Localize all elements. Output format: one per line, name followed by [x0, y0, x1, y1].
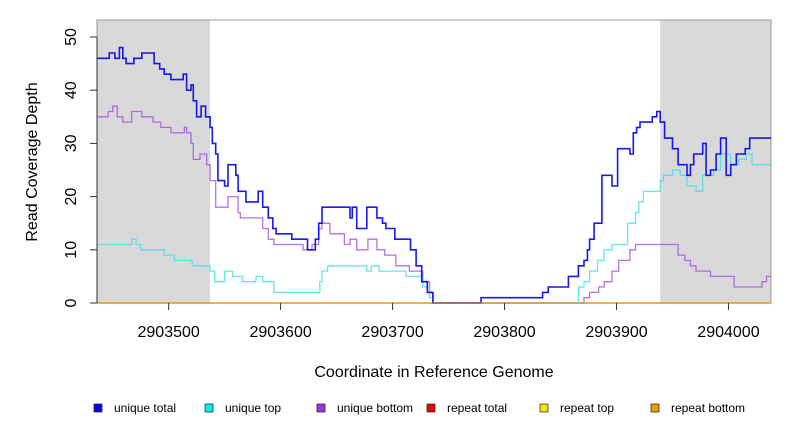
y-tick-label: 10	[63, 241, 80, 259]
x-tick-label: 2903600	[249, 324, 311, 341]
series-layer	[97, 46, 771, 304]
legend-swatch	[426, 403, 436, 413]
y-tick-label: 30	[63, 134, 80, 152]
legend-item: unique top	[204, 401, 281, 415]
series-unique-bottom	[97, 105, 771, 304]
y-axis-title: Read Coverage Depth	[24, 82, 41, 241]
legend-label: unique bottom	[337, 401, 413, 415]
legend-item: unique total	[93, 401, 176, 415]
y-tick-label: 40	[63, 81, 80, 99]
legend-item: unique bottom	[316, 401, 413, 415]
y-tick-label: 20	[63, 188, 80, 206]
legend-label: repeat bottom	[671, 401, 745, 415]
x-tick-label: 2903700	[361, 324, 423, 341]
x-axis-title: Coordinate in Reference Genome	[314, 364, 553, 381]
legend-label: repeat top	[560, 401, 614, 415]
legend-label: repeat total	[447, 401, 507, 415]
x-tick-label: 2904000	[697, 324, 759, 341]
legend-swatch	[539, 403, 549, 413]
x-axis: 2903500 2903600 2903700 2903800 2903900 29040…	[138, 303, 760, 341]
y-tick-label: 0	[63, 298, 80, 307]
y-tick-label: 50	[63, 28, 80, 46]
shaded-regions	[97, 20, 771, 303]
legend-swatch	[204, 403, 214, 413]
legend-swatch	[650, 403, 660, 413]
y-axis: 0 10 20 30 40 50	[63, 28, 98, 307]
shaded-region-left-flank	[97, 20, 211, 303]
x-tick-label: 2903900	[585, 324, 647, 341]
legend-label: unique top	[225, 401, 281, 415]
x-tick-label: 2903800	[473, 324, 535, 341]
legend: unique total unique top unique bottom repea…	[93, 401, 745, 415]
legend-item: repeat total	[426, 401, 507, 415]
legend-item: repeat bottom	[650, 401, 745, 415]
legend-swatch	[316, 403, 326, 413]
legend-swatch	[93, 403, 103, 413]
x-tick-label: 2903500	[138, 324, 200, 341]
legend-label: unique total	[114, 401, 176, 415]
series-unique-total	[97, 46, 771, 304]
legend-item: repeat top	[539, 401, 614, 415]
